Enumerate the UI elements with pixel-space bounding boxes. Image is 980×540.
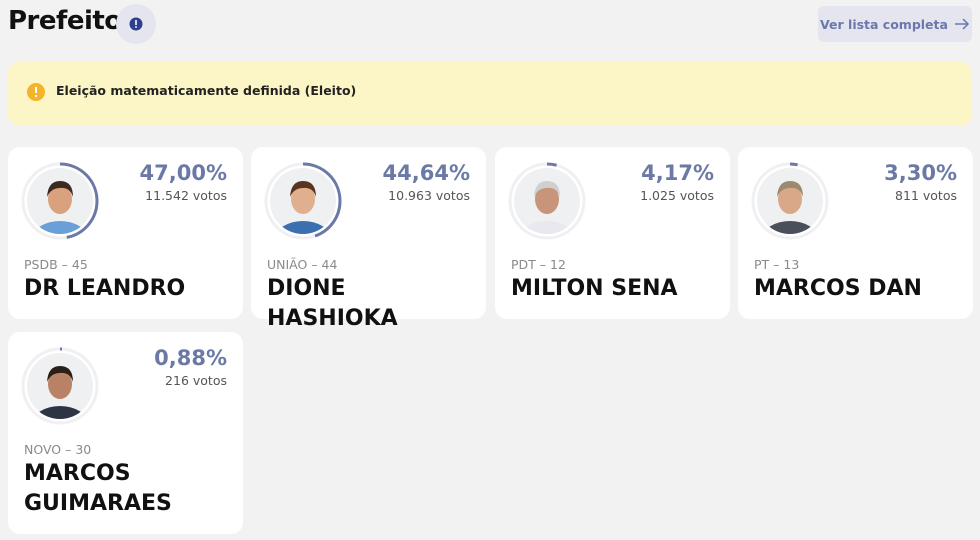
percent-ring bbox=[264, 162, 342, 240]
votes: 11.542 votos bbox=[145, 188, 227, 203]
votes: 10.963 votos bbox=[388, 188, 470, 203]
candidate-card: 44,64% 10.963 votos UNIÃO – 44 DIONE HASHIO… bbox=[251, 147, 486, 331]
party: PDT – 12 bbox=[511, 257, 566, 272]
portrait bbox=[32, 181, 88, 234]
warning-icon bbox=[27, 83, 45, 101]
portrait bbox=[32, 366, 88, 419]
head bbox=[48, 369, 72, 399]
party: PSDB – 45 bbox=[24, 257, 88, 272]
hair bbox=[47, 366, 73, 382]
page-title: Prefeito bbox=[8, 6, 122, 36]
candidate-photo bbox=[508, 162, 586, 240]
hair bbox=[534, 181, 560, 197]
candidate-card: 3,30% 811 votos PT – 13 MARCOS DAN bbox=[738, 147, 973, 319]
candidate-photo bbox=[264, 162, 342, 240]
portrait bbox=[275, 181, 331, 234]
percent-ring bbox=[21, 347, 99, 425]
party: NOVO – 30 bbox=[24, 442, 92, 457]
candidate-card: 0,88% 216 votos NOVO – 30 MARCOS GUIMARAES bbox=[8, 332, 243, 534]
candidate-card: 47,00% 11.542 votos PSDB – 45 DR LEANDRO bbox=[8, 147, 243, 319]
percent-ring bbox=[508, 162, 586, 240]
notice: Eleição matematicamente definida (Eleito… bbox=[8, 62, 972, 126]
candidate-name: DR LEANDRO bbox=[24, 276, 186, 301]
head bbox=[535, 184, 559, 214]
candidate-name: MARCOS GUIMARAES bbox=[24, 461, 172, 516]
hair bbox=[290, 181, 316, 197]
shirt bbox=[275, 221, 331, 234]
shirt bbox=[32, 406, 88, 419]
info-icon[interactable] bbox=[116, 4, 156, 44]
shirt bbox=[519, 221, 575, 234]
votes: 216 votos bbox=[165, 373, 227, 388]
votes: 1.025 votos bbox=[640, 188, 714, 203]
hair bbox=[47, 181, 73, 197]
candidate-name: MILTON SENA bbox=[511, 276, 678, 301]
percent-ring bbox=[21, 162, 99, 240]
candidate-card: 4,17% 1.025 votos PDT – 12 MILTON SENA bbox=[495, 147, 730, 319]
percent: 3,30% bbox=[884, 161, 957, 185]
percent: 0,88% bbox=[154, 346, 227, 370]
percent: 47,00% bbox=[139, 161, 227, 185]
notice-text: Eleição matematicamente definida (Eleito… bbox=[56, 83, 357, 98]
percent-ring bbox=[751, 162, 829, 240]
candidate-photo bbox=[21, 347, 99, 425]
list-button[interactable]: Ver lista completa bbox=[818, 6, 972, 42]
percent: 4,17% bbox=[641, 161, 714, 185]
head bbox=[778, 184, 802, 214]
candidate-name: MARCOS DAN bbox=[754, 276, 922, 301]
shirt bbox=[762, 221, 818, 234]
candidate-name: DIONE HASHIOKA bbox=[267, 276, 398, 331]
party: PT – 13 bbox=[754, 257, 800, 272]
candidate-photo bbox=[21, 162, 99, 240]
head bbox=[48, 184, 72, 214]
percent: 44,64% bbox=[382, 161, 470, 185]
portrait bbox=[519, 181, 575, 234]
arrow-icon bbox=[954, 18, 970, 30]
portrait bbox=[762, 181, 818, 234]
shirt bbox=[32, 221, 88, 234]
candidate-photo bbox=[751, 162, 829, 240]
hair bbox=[777, 181, 803, 197]
party: UNIÃO – 44 bbox=[267, 257, 338, 272]
button-label: Ver lista completa bbox=[820, 16, 948, 32]
head bbox=[291, 184, 315, 214]
votes: 811 votos bbox=[895, 188, 957, 203]
